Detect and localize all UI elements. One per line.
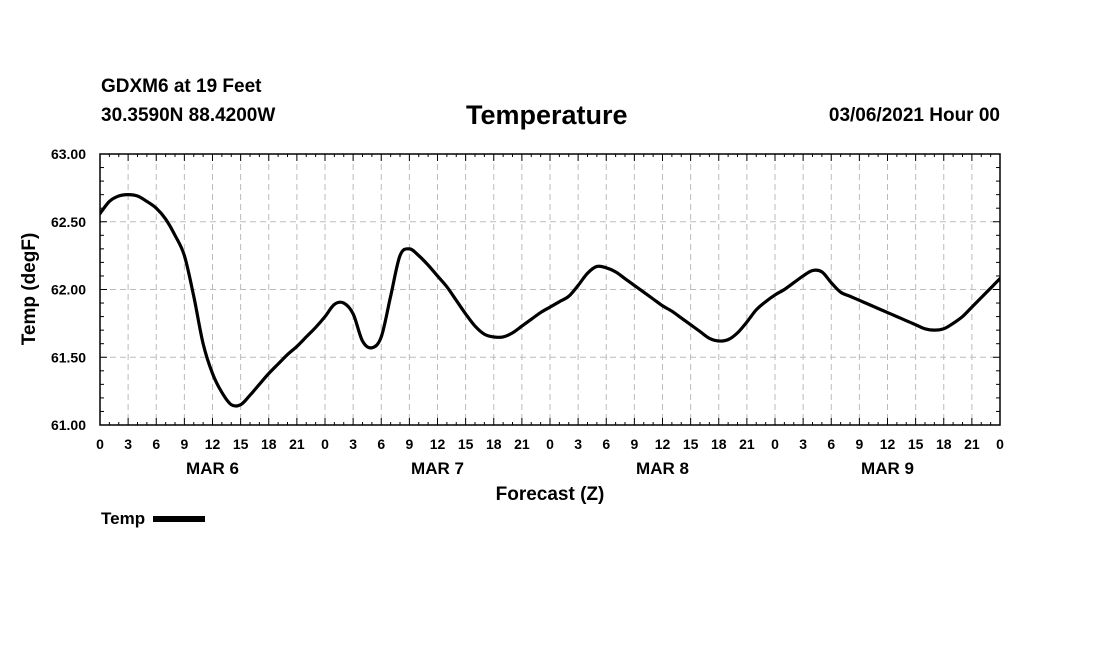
plot-frame: [99, 153, 1001, 426]
x-tick-label: 6: [152, 436, 160, 452]
y-tick-label: 63.00: [51, 146, 86, 162]
x-tick-label: 0: [771, 436, 779, 452]
x-tick-label: 3: [349, 436, 357, 452]
series-layer: [100, 193, 1000, 408]
legend-line-swatch: [153, 516, 206, 522]
y-axis-label: Temp (degF): [19, 233, 40, 346]
x-tick-label: 12: [880, 436, 896, 452]
day-label: MAR 8: [636, 459, 689, 478]
x-tick-label: 15: [233, 436, 249, 452]
chart-title: Temperature: [466, 100, 628, 130]
x-tick-label: 9: [180, 436, 188, 452]
x-tick-label: 0: [996, 436, 1004, 452]
x-tick-label: 21: [289, 436, 305, 452]
x-axis-label: Forecast (Z): [496, 484, 605, 505]
x-tick-label: 15: [908, 436, 924, 452]
series-line-temp: [100, 193, 1000, 408]
x-tick-label: 12: [205, 436, 221, 452]
x-tick-label: 3: [799, 436, 807, 452]
y-tick-label: 61.50: [51, 349, 86, 365]
x-tick-label: 6: [602, 436, 610, 452]
x-tick-label: 9: [855, 436, 863, 452]
grid-lines: [100, 154, 1000, 425]
x-tick-label: 9: [405, 436, 413, 452]
x-tick-label: 12: [430, 436, 446, 452]
legend: Temp: [101, 509, 206, 529]
coordinates-label: 30.3590N 88.4200W: [101, 105, 276, 126]
x-tick-label: 15: [683, 436, 699, 452]
x-tick-label: 21: [964, 436, 980, 452]
x-tick-label: 18: [486, 436, 502, 452]
x-tick-labels: 0 3 6 9 12 15 18 21 0 3 6 9 12 15 18 21 0 3 6 9 12 15 18 21 0 3 6 9…: [96, 436, 1004, 452]
day-label: MAR 6: [186, 459, 239, 478]
x-tick-label: 6: [827, 436, 835, 452]
x-tick-label: 18: [261, 436, 277, 452]
x-tick-label: 15: [458, 436, 474, 452]
x-tick-label: 0: [546, 436, 554, 452]
y-tick-labels: 61.00 61.50 62.00 62.50 63.00: [51, 146, 86, 433]
y-tick-label: 62.50: [51, 214, 86, 230]
day-label: MAR 7: [411, 459, 464, 478]
station-label: GDXM6 at 19 Feet: [101, 76, 262, 97]
x-tick-label: 3: [574, 436, 582, 452]
x-tick-label: 0: [96, 436, 104, 452]
x-tick-label: 21: [514, 436, 530, 452]
day-labels: MAR 6 MAR 7 MAR 8 MAR 9: [186, 459, 914, 478]
x-tick-label: 9: [630, 436, 638, 452]
legend-label: Temp: [101, 509, 146, 528]
x-tick-label: 0: [321, 436, 329, 452]
x-tick-label: 18: [936, 436, 952, 452]
x-tick-label: 18: [711, 436, 727, 452]
x-tick-label: 21: [739, 436, 755, 452]
x-tick-label: 6: [377, 436, 385, 452]
x-tick-label: 3: [124, 436, 132, 452]
date-stamp: 03/06/2021 Hour 00: [828, 105, 1000, 126]
y-tick-label: 62.00: [51, 282, 86, 298]
y-tick-label: 61.00: [51, 417, 86, 433]
x-tick-label: 12: [655, 436, 671, 452]
day-label: MAR 9: [861, 459, 914, 478]
